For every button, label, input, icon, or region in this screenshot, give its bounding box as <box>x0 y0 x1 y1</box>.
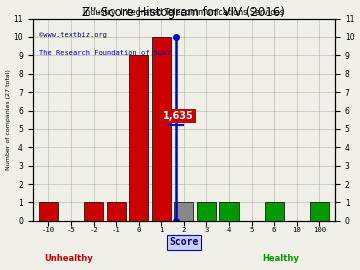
Bar <box>152 37 171 221</box>
Text: Unhealthy: Unhealthy <box>45 254 93 263</box>
Text: Healthy: Healthy <box>262 254 299 263</box>
Text: 1,635: 1,635 <box>163 111 194 121</box>
Bar <box>310 202 329 221</box>
Text: ©www.textbiz.org: ©www.textbiz.org <box>39 32 107 38</box>
Bar <box>265 202 284 221</box>
Bar <box>107 202 126 221</box>
Title: Z''-Score Histogram for VIV (2016): Z''-Score Histogram for VIV (2016) <box>82 6 285 19</box>
Bar <box>129 55 148 221</box>
Y-axis label: Number of companies (27 total): Number of companies (27 total) <box>5 69 10 170</box>
Text: The Research Foundation of SUNY: The Research Foundation of SUNY <box>39 50 171 56</box>
Bar <box>174 202 193 221</box>
Text: Industry: Integrated Telecommunications Services: Industry: Integrated Telecommunications … <box>84 8 284 16</box>
Bar <box>84 202 103 221</box>
Bar <box>197 202 216 221</box>
Bar <box>39 202 58 221</box>
Bar <box>220 202 239 221</box>
X-axis label: Score: Score <box>169 237 199 247</box>
